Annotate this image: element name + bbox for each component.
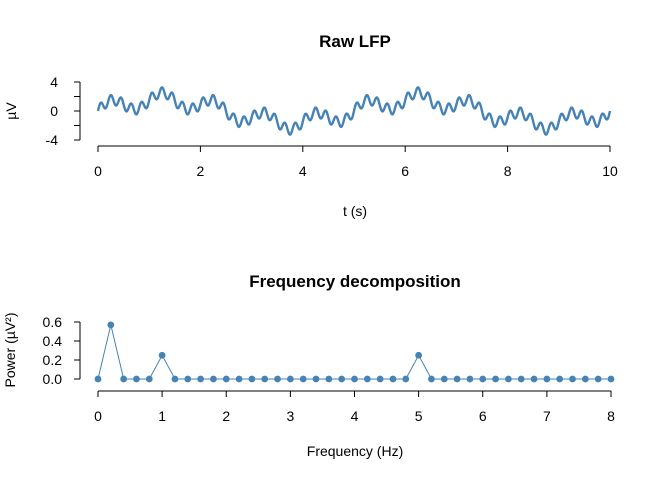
raw-lfp-x-axis: 0 2 4 6 8 10 — [94, 145, 618, 179]
power-stem-line — [97, 324, 611, 380]
power-point — [210, 375, 217, 383]
power-point — [530, 375, 538, 383]
x-tick-label: 3 — [286, 408, 294, 424]
y-tick-label: 0.2 — [43, 352, 63, 368]
power-point — [389, 375, 397, 383]
power-point — [402, 375, 410, 383]
power-point — [543, 375, 551, 383]
power-point — [517, 375, 525, 383]
power-point — [428, 375, 435, 383]
x-tick-label: 6 — [479, 408, 487, 424]
y-tick-label: 0 — [50, 103, 58, 119]
x-tick-label: 1 — [158, 408, 166, 424]
x-tick-label: 4 — [299, 163, 307, 179]
x-tick-label: 0 — [94, 163, 102, 179]
power-point — [415, 351, 423, 359]
power-point — [363, 375, 371, 383]
power-point — [261, 375, 269, 383]
frequency-title: Frequency decomposition — [249, 272, 461, 291]
raw-lfp-x-label: t (s) — [343, 203, 367, 219]
x-tick-label: 8 — [504, 163, 512, 179]
raw-lfp-y-label: µV — [3, 102, 19, 120]
power-point — [453, 375, 461, 383]
power-point — [492, 375, 499, 383]
raw-lfp-title: Raw LFP — [319, 32, 391, 51]
power-point — [569, 375, 576, 383]
power-point — [299, 375, 307, 383]
lfp-trace-line — [96, 86, 612, 136]
power-point — [133, 375, 140, 383]
y-tick-label: 0.0 — [43, 371, 63, 387]
power-point — [466, 375, 474, 383]
x-tick-label: 10 — [602, 163, 618, 179]
y-tick-label: 0.6 — [43, 314, 63, 330]
power-point — [325, 375, 333, 383]
power-point — [440, 375, 448, 383]
power-point — [248, 375, 256, 383]
power-point — [94, 375, 102, 383]
power-point — [171, 375, 179, 383]
frequency-panel: Frequency decomposition 0 1 2 3 4 5 6 7 8 0.0 0.2… — [2, 272, 615, 459]
x-tick-label: 7 — [543, 408, 551, 424]
y-tick-label: 4 — [50, 74, 58, 90]
power-point — [479, 375, 487, 383]
x-tick-label: 4 — [351, 408, 359, 424]
frequency-y-label: Power (µV²) — [2, 313, 18, 388]
raw-lfp-y-axis: -4 0 4 — [46, 74, 81, 148]
x-tick-label: 6 — [401, 163, 409, 179]
power-point — [120, 375, 128, 383]
frequency-x-label: Frequency (Hz) — [307, 443, 403, 459]
frequency-y-axis: 0.0 0.2 0.4 0.6 — [43, 314, 81, 387]
y-tick-label: 0.4 — [43, 333, 63, 349]
power-point — [312, 375, 320, 383]
power-point — [235, 375, 243, 383]
power-point — [376, 375, 384, 383]
power-point — [158, 351, 166, 359]
power-point — [197, 375, 205, 383]
power-point — [338, 375, 346, 383]
power-point — [274, 375, 281, 383]
power-point — [594, 375, 602, 383]
power-point — [581, 375, 589, 383]
y-tick-label: -4 — [46, 132, 59, 148]
power-point — [607, 375, 615, 383]
power-points — [94, 321, 615, 383]
x-tick-label: 2 — [222, 408, 230, 424]
power-point — [222, 375, 230, 383]
x-tick-label: 5 — [415, 408, 423, 424]
x-tick-label: 2 — [197, 163, 205, 179]
power-point — [351, 375, 358, 383]
frequency-x-axis: 0 1 2 3 4 5 6 7 8 — [94, 390, 615, 424]
power-point — [286, 375, 294, 383]
power-point — [107, 321, 115, 329]
x-tick-label: 8 — [607, 408, 615, 424]
power-point — [556, 375, 564, 383]
power-point — [505, 375, 512, 383]
power-point — [184, 375, 192, 383]
raw-lfp-panel: Raw LFP 0 2 4 6 8 10 -4 0 4 t (s) µV — [3, 32, 618, 219]
power-point — [145, 375, 153, 383]
x-tick-label: 0 — [94, 408, 102, 424]
